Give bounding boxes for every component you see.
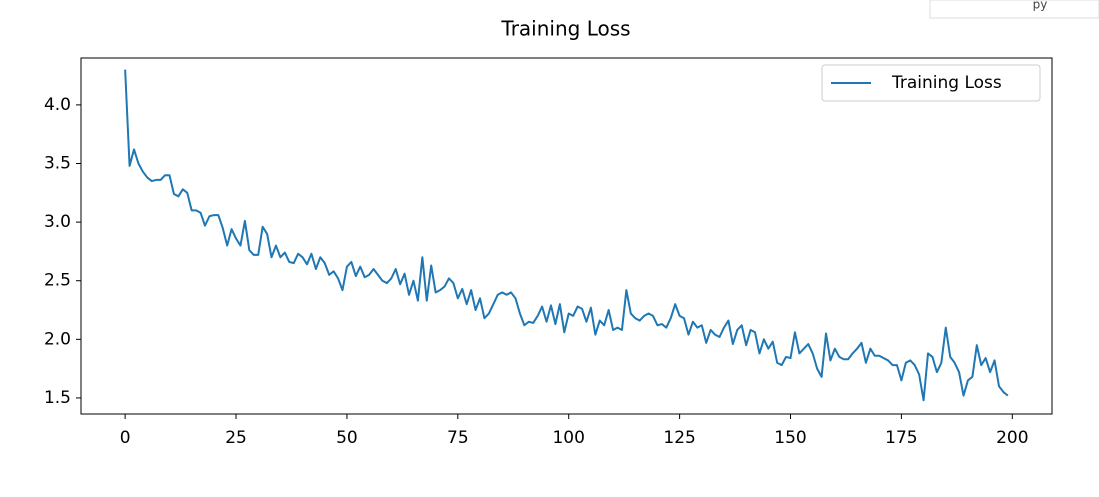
legend-box: [821, 64, 1041, 102]
y-tick-label: 2.0: [44, 329, 71, 349]
y-tick-label: 2.5: [44, 271, 71, 291]
x-tick-label: 0: [120, 428, 131, 448]
chart-title: Training Loss: [500, 17, 630, 41]
x-tick-label: 175: [885, 428, 917, 448]
legend-label: Training Loss: [891, 73, 1002, 93]
y-tick-label: 3.5: [44, 153, 71, 173]
loss-line: [124, 69, 1009, 402]
x-tick-label: 200: [996, 428, 1028, 448]
plot: 0 25 50 75 100 125 150 175 200 1.5 2.0 2.5 3.0 3.5 4.0…: [44, 57, 1053, 448]
x-tick-label: 125: [663, 428, 695, 448]
x-tick-label: 50: [336, 428, 358, 448]
y-tick-label: 3.0: [44, 212, 71, 232]
x-tick-label: 25: [225, 428, 247, 448]
x-tick-label: 75: [447, 428, 469, 448]
x-tick-label: 150: [774, 428, 806, 448]
corner-text: py: [1033, 0, 1048, 12]
corner-box: [929, 0, 1099, 19]
x-tick-label: 100: [552, 428, 584, 448]
y-tick-label: 4.0: [44, 95, 71, 115]
y-tick-label: 1.5: [44, 388, 71, 408]
axes-frame: [80, 57, 1053, 415]
